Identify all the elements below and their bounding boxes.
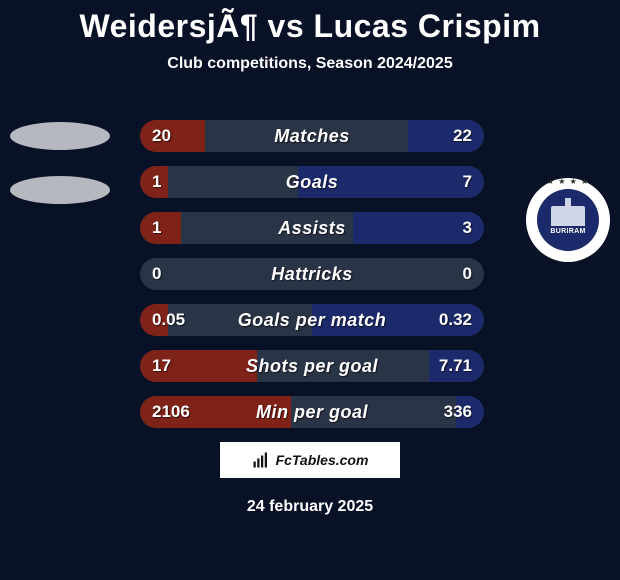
stat-row: 2106Min per goal336 (140, 396, 484, 428)
stat-value-right: 7.71 (414, 356, 484, 376)
stat-label: Min per goal (210, 402, 414, 423)
bar-chart-icon (252, 451, 270, 469)
stat-value-left: 2106 (140, 402, 210, 422)
stat-value-left: 0.05 (140, 310, 210, 330)
stat-label: Goals per match (210, 310, 414, 331)
page-subtitle: Club competitions, Season 2024/2025 (0, 55, 620, 73)
stat-row: 0Hattricks0 (140, 258, 484, 290)
stat-label: Assists (210, 218, 414, 239)
footer-label: FcTables.com (276, 452, 369, 468)
stat-value-left: 1 (140, 218, 210, 238)
stat-row: 20Matches22 (140, 120, 484, 152)
left-player-placeholder-2 (10, 176, 110, 204)
stat-value-left: 1 (140, 172, 210, 192)
stat-row: 1Goals7 (140, 166, 484, 198)
left-player-placeholder-1 (10, 122, 110, 150)
footer-logo-box: FcTables.com (220, 442, 400, 478)
stat-row: 1Assists3 (140, 212, 484, 244)
stats-rows: 20Matches221Goals71Assists30Hattricks00.… (140, 120, 484, 442)
date-label: 24 february 2025 (247, 498, 373, 516)
stat-value-right: 0.32 (414, 310, 484, 330)
stat-value-right: 3 (414, 218, 484, 238)
stat-value-right: 336 (414, 402, 484, 422)
club-logo-icon: BURIRAM (537, 189, 599, 251)
stat-label: Matches (210, 126, 414, 147)
stat-value-right: 22 (414, 126, 484, 146)
stat-value-right: 0 (414, 264, 484, 284)
stat-value-right: 7 (414, 172, 484, 192)
right-club-badge: BURIRAM (526, 178, 610, 262)
stat-label: Hattricks (210, 264, 414, 285)
stat-label: Goals (210, 172, 414, 193)
stat-value-left: 20 (140, 126, 210, 146)
stat-label: Shots per goal (210, 356, 414, 377)
stat-row: 17Shots per goal7.71 (140, 350, 484, 382)
club-name-top: BURIRAM (550, 228, 585, 235)
stat-value-left: 0 (140, 264, 210, 284)
page-title: WeidersjÃ¶ vs Lucas Crispim (0, 0, 620, 45)
stat-row: 0.05Goals per match0.32 (140, 304, 484, 336)
stat-value-left: 17 (140, 356, 210, 376)
club-building-icon (551, 206, 585, 226)
